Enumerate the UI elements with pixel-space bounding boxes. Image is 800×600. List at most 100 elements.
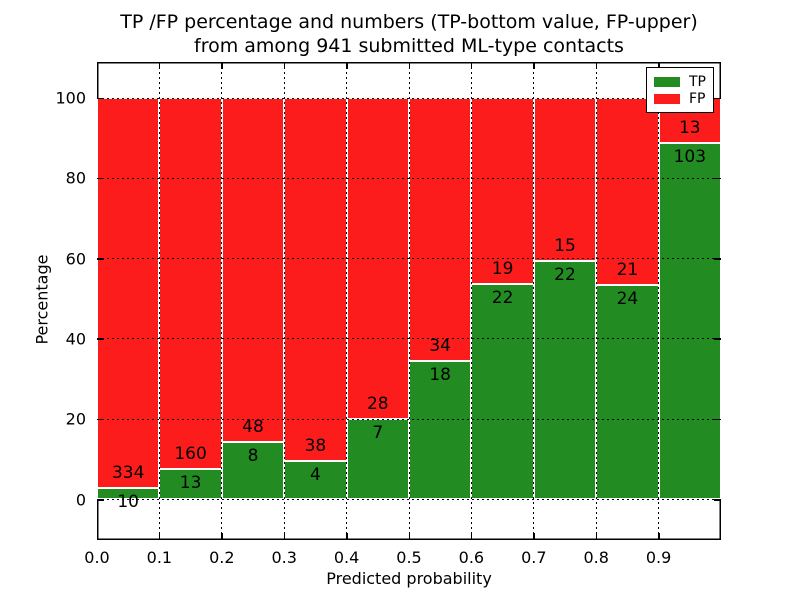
legend-label-fp: FP bbox=[689, 91, 706, 108]
x-tick-label: 0.1 bbox=[146, 548, 173, 567]
y-gridline bbox=[97, 338, 721, 340]
tp-color-swatch bbox=[654, 76, 680, 87]
y-tick-label: 60 bbox=[65, 249, 86, 269]
fp-count-label: 28 bbox=[366, 394, 389, 415]
x-tick-mark bbox=[470, 533, 473, 540]
chart-title-line2: from among 941 submitted ML-type contact… bbox=[194, 35, 624, 57]
bar-segment-tp bbox=[159, 469, 222, 500]
x-tick-mark bbox=[658, 533, 660, 540]
tp-count-label: 22 bbox=[491, 288, 514, 309]
x-gridline bbox=[658, 62, 660, 540]
bar-segment-fp bbox=[159, 98, 222, 470]
fp-count-label: 21 bbox=[616, 260, 639, 281]
x-tick-label: 0.3 bbox=[271, 548, 297, 567]
fp-count-label: 15 bbox=[554, 235, 576, 256]
bar-segment-tp bbox=[346, 419, 409, 500]
x-tick-mark bbox=[221, 533, 223, 540]
fp-count-label: 48 bbox=[242, 417, 264, 438]
y-tick-mark bbox=[97, 418, 104, 421]
x-gridline bbox=[346, 62, 348, 540]
x-tick-mark bbox=[96, 62, 98, 69]
x-tick-label: 0.7 bbox=[521, 548, 547, 567]
x-tick-mark bbox=[658, 62, 660, 69]
tp-count-label: 103 bbox=[673, 146, 707, 167]
bar-segment-tp bbox=[596, 285, 659, 500]
fp-count-label: 34 bbox=[429, 335, 452, 356]
y-tick-label: 20 bbox=[65, 409, 86, 429]
x-tick-mark bbox=[470, 62, 473, 69]
tp-count-label: 24 bbox=[616, 289, 639, 310]
chart-title-line1: TP /FP percentage and numbers (TP-bottom… bbox=[120, 11, 698, 33]
x-gridline bbox=[533, 62, 535, 540]
bar-segment-fp bbox=[97, 98, 160, 488]
y-tick-mark bbox=[714, 177, 721, 180]
y-tick-mark bbox=[714, 418, 721, 421]
legend-item-fp: FP bbox=[654, 92, 706, 106]
tp-count-label: 7 bbox=[372, 423, 384, 444]
x-tick-label: 0.0 bbox=[84, 548, 110, 567]
y-tick-mark bbox=[714, 499, 721, 501]
x-tick-mark bbox=[533, 533, 535, 540]
x-tick-mark bbox=[283, 62, 286, 69]
tp-count-label: 4 bbox=[309, 465, 321, 486]
x-tick-label: 0.6 bbox=[458, 548, 485, 567]
y-tick-mark bbox=[97, 177, 104, 180]
fp-count-label: 334 bbox=[111, 462, 145, 483]
bar-segment-fp bbox=[471, 98, 534, 285]
y-tick-label: 0 bbox=[75, 490, 86, 509]
bar-segment-tp bbox=[97, 487, 160, 500]
fp-color-swatch bbox=[654, 94, 680, 105]
tp-count-label: 13 bbox=[179, 473, 202, 494]
bar-segment-fp bbox=[221, 98, 285, 443]
bar-segment-tp bbox=[284, 461, 347, 500]
y-tick-label: 100 bbox=[55, 88, 86, 108]
y-tick-mark bbox=[97, 97, 104, 99]
x-tick-mark bbox=[595, 533, 598, 540]
y-gridline bbox=[97, 177, 721, 179]
bar-segment-tp bbox=[221, 442, 285, 500]
x-tick-mark bbox=[158, 62, 161, 69]
x-tick-mark bbox=[346, 533, 348, 540]
legend-label-tp: TP bbox=[689, 73, 706, 90]
plot-area: 334 10 160 13 48 8 38 4 28 7 34 18 19 22 15 22 21 24 13 103 bbox=[96, 62, 721, 540]
y-tick-mark bbox=[714, 97, 721, 99]
x-tick-mark bbox=[346, 62, 348, 69]
bar-segment-fp bbox=[284, 98, 347, 462]
x-tick-mark bbox=[283, 533, 286, 540]
y-tick-mark bbox=[97, 499, 104, 501]
bar-segment-fp bbox=[409, 98, 472, 361]
fp-count-label: 38 bbox=[304, 436, 327, 457]
x-tick-label: 0.4 bbox=[333, 548, 360, 567]
y-gridline bbox=[97, 97, 721, 99]
x-tick-label: 0.2 bbox=[209, 548, 235, 567]
x-tick-mark bbox=[96, 533, 98, 540]
fp-count-label: 13 bbox=[678, 117, 701, 138]
bar-segment-fp bbox=[533, 98, 597, 261]
legend-item-tp: TP bbox=[654, 75, 706, 89]
legend: TP FP bbox=[646, 67, 714, 113]
bar-segment-tp bbox=[409, 360, 472, 500]
x-axis-label: Predicted probability bbox=[326, 569, 492, 588]
x-tick-mark bbox=[533, 62, 535, 69]
y-gridline bbox=[97, 499, 721, 500]
x-tick-label: 0.5 bbox=[396, 548, 422, 567]
bar-segment-tp bbox=[471, 284, 534, 500]
tp-count-label: 8 bbox=[247, 446, 259, 467]
y-gridline bbox=[97, 418, 721, 420]
tp-count-label: 22 bbox=[554, 264, 576, 285]
bar-segment-tp bbox=[658, 142, 721, 500]
x-gridline bbox=[283, 62, 285, 540]
fp-count-label: 19 bbox=[491, 259, 514, 280]
tp-count-label: 18 bbox=[429, 364, 452, 385]
chart-title: TP /FP percentage and numbers (TP-bottom… bbox=[97, 10, 721, 58]
y-tick-label: 40 bbox=[65, 329, 86, 349]
y-axis-label: Percentage bbox=[32, 254, 52, 345]
x-gridline bbox=[595, 62, 597, 540]
y-tick-mark bbox=[714, 338, 721, 340]
x-gridline bbox=[158, 62, 160, 540]
x-gridline bbox=[408, 62, 410, 540]
y-tick-mark bbox=[714, 258, 721, 260]
bar-segment-tp bbox=[533, 260, 597, 500]
tp-count-label: 10 bbox=[117, 491, 140, 512]
